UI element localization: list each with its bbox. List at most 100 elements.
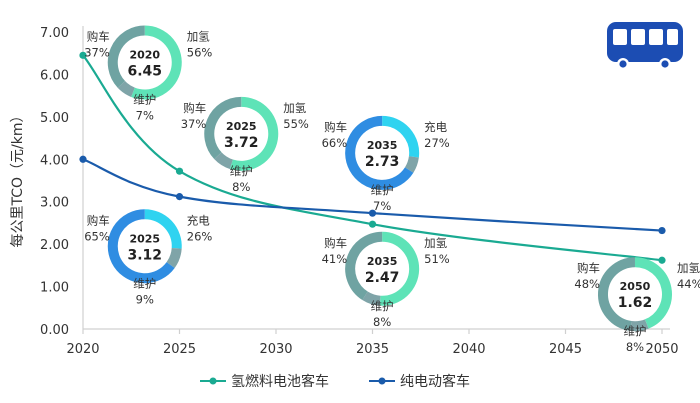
donut-segment-label: 维护 xyxy=(371,299,394,313)
x-tick-label: 2050 xyxy=(645,342,678,357)
donut-segment-pct: 37% xyxy=(84,46,110,60)
data-point xyxy=(175,193,184,201)
donut-hydrogen-2035: 2035 2.47 加氢 51% 维护 8% 购车 41% xyxy=(322,231,450,329)
legend-label-hydrogen: 氢燃料电池客车 xyxy=(231,373,329,390)
donut-total: 3.72 xyxy=(224,135,259,151)
donut-segment-label: 维护 xyxy=(133,276,156,290)
donut-segment-label: 购车 xyxy=(183,101,206,115)
donut-segment xyxy=(630,319,649,332)
donut-segment-label: 购车 xyxy=(324,236,347,250)
donut-segment-label: 维护 xyxy=(623,324,646,338)
donut-segment-label: 维护 xyxy=(371,183,394,197)
donut-hydrogen-2020: 2020 6.45 加氢 56% 维护 7% 购车 37% xyxy=(84,25,212,123)
donut-segment xyxy=(107,25,146,88)
donut-center xyxy=(603,263,666,326)
x-tick-label: 2035 xyxy=(356,342,389,357)
donut-segment-pct: 41% xyxy=(322,252,348,266)
donut-segment-pct: 7% xyxy=(136,109,154,123)
donut-electric-2035: 2035 2.73 充电 27% 维护 7% 购车 66% xyxy=(322,115,450,213)
donut-year: 2035 xyxy=(367,255,398,268)
donut-segment-label: 购车 xyxy=(577,261,600,275)
donut-total: 2.73 xyxy=(365,154,400,170)
donut-segment xyxy=(634,257,672,329)
donut-center xyxy=(210,102,273,165)
donut-year: 2025 xyxy=(129,232,160,245)
legend-item-hydrogen: 氢燃料电池客车 xyxy=(200,373,329,390)
donut-total: 3.12 xyxy=(127,247,162,263)
donut-segment xyxy=(166,247,182,269)
donut-segment-pct: 37% xyxy=(181,117,207,131)
donut-segment-label: 维护 xyxy=(230,164,253,178)
donut-total: 2.47 xyxy=(365,270,400,286)
donut-segment xyxy=(107,209,175,284)
donut-hydrogen-2050: 2050 1.62 加氢 44% 维护 8% 购车 48% xyxy=(574,257,700,354)
y-tick-label: 5.00 xyxy=(40,111,69,126)
donut-center xyxy=(113,215,176,278)
donut-segment xyxy=(597,257,636,331)
donut-segment-pct: 65% xyxy=(84,229,110,243)
donut-segment xyxy=(381,115,420,158)
series-lines xyxy=(79,51,666,264)
data-point xyxy=(79,155,87,163)
y-tick-label: 7.00 xyxy=(40,26,69,41)
x-tick-label: 2020 xyxy=(66,342,99,357)
donut-segment-label: 购车 xyxy=(324,120,347,134)
donut-segment-label: 加氢 xyxy=(187,30,210,44)
donut-segment xyxy=(204,96,242,160)
donut-hydrogen-2025: 2025 3.72 加氢 55% 维护 8% 购车 37% xyxy=(181,96,309,194)
legend-label-electric: 纯电动客车 xyxy=(400,373,470,390)
bus-icon xyxy=(607,22,683,70)
donut-segment-label: 加氢 xyxy=(424,236,447,250)
donut-segment-pct: 9% xyxy=(136,292,154,306)
donut-segment xyxy=(214,152,234,170)
x-tick-label: 2045 xyxy=(549,342,582,357)
donut-center xyxy=(351,121,414,184)
y-tick-label: 2.00 xyxy=(40,238,69,253)
donut-year: 2025 xyxy=(226,120,257,133)
y-tick-label: 4.00 xyxy=(40,153,69,168)
donut-segment xyxy=(345,231,383,300)
donut-segment-label: 购车 xyxy=(87,30,110,44)
donut-segment xyxy=(144,209,182,249)
donut-segment xyxy=(362,291,381,306)
donut-electric-2025: 2025 3.12 充电 26% 维护 9% 购车 65% xyxy=(84,209,212,306)
data-point xyxy=(368,220,377,228)
donut-segment-pct: 8% xyxy=(626,340,644,354)
donut-segment-pct: 7% xyxy=(373,199,391,213)
x-tick-label: 2030 xyxy=(259,342,292,357)
donut-segment-label: 维护 xyxy=(133,93,156,107)
donut-year: 2035 xyxy=(367,139,398,152)
data-point xyxy=(175,167,184,175)
legend: 氢燃料电池客车 纯电动客车 xyxy=(200,373,470,390)
x-tick-label: 2025 xyxy=(163,342,196,357)
donut-segment-pct: 27% xyxy=(424,136,450,150)
axes: 0.00 1.00 2.00 3.00 4.00 5.00 6.00 7.00 2020 2025… xyxy=(40,26,679,357)
donut-segment-pct: 48% xyxy=(574,277,600,291)
donut-segment xyxy=(229,96,279,171)
donut-center xyxy=(113,31,176,94)
donut-segment-pct: 44% xyxy=(677,277,700,291)
donut-total: 6.45 xyxy=(127,64,162,80)
donut-segment-label: 加氢 xyxy=(677,261,700,275)
donut-center xyxy=(351,237,414,300)
donut-segment-pct: 8% xyxy=(373,315,391,329)
donut-segment-label: 充电 xyxy=(187,213,210,227)
donut-segment-pct: 55% xyxy=(283,117,309,131)
donut-segment-label: 购车 xyxy=(87,213,110,227)
y-tick-label: 3.00 xyxy=(40,196,69,211)
data-point xyxy=(79,51,87,59)
donut-segment xyxy=(379,231,420,306)
donut-segment xyxy=(345,115,414,190)
donut-segment-label: 充电 xyxy=(424,120,447,134)
x-tick-label: 2040 xyxy=(452,342,485,357)
data-point xyxy=(658,256,666,264)
donut-segment-pct: 51% xyxy=(424,252,450,266)
donut-charts: 2020 6.45 加氢 56% 维护 7% 购车 37% 2025 3.72 加氢 55% 维护 8% 购… xyxy=(84,25,700,354)
donut-year: 2050 xyxy=(620,280,651,293)
donut-segment xyxy=(404,156,419,173)
donut-segment-label: 加氢 xyxy=(283,101,306,115)
y-tick-label: 6.00 xyxy=(40,68,69,83)
legend-item-electric: 纯电动客车 xyxy=(369,373,470,390)
donut-segment-pct: 66% xyxy=(322,136,348,150)
